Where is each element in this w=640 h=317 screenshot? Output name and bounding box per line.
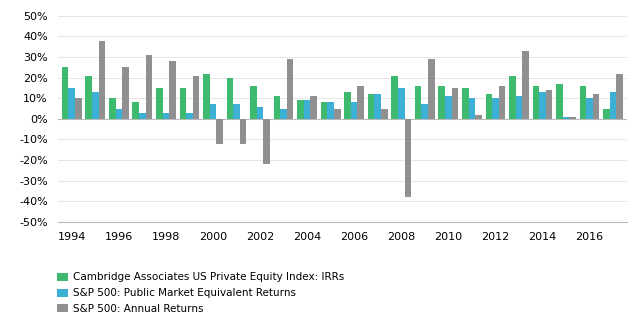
Bar [452, 88, 458, 119]
Bar [563, 117, 570, 119]
Bar [603, 108, 610, 119]
Bar [327, 102, 334, 119]
Bar [297, 100, 304, 119]
Bar [193, 76, 199, 119]
Bar [163, 113, 169, 119]
Bar [280, 108, 287, 119]
Bar [227, 78, 233, 119]
Bar [156, 88, 163, 119]
Bar [486, 94, 492, 119]
Bar [546, 90, 552, 119]
Bar [263, 119, 270, 164]
Bar [351, 102, 358, 119]
Bar [203, 74, 210, 119]
Bar [358, 86, 364, 119]
Bar [62, 68, 68, 119]
Bar [509, 76, 516, 119]
Bar [334, 108, 340, 119]
Bar [398, 88, 404, 119]
Bar [250, 86, 257, 119]
Bar [186, 113, 193, 119]
Bar [539, 92, 546, 119]
Bar [532, 86, 539, 119]
Bar [139, 113, 146, 119]
Bar [381, 108, 388, 119]
Bar [180, 88, 186, 119]
Bar [522, 51, 529, 119]
Bar [85, 76, 92, 119]
Bar [115, 108, 122, 119]
Bar [404, 119, 411, 197]
Bar [438, 86, 445, 119]
Bar [169, 61, 176, 119]
Bar [240, 119, 246, 144]
Bar [216, 119, 223, 144]
Bar [468, 98, 475, 119]
Bar [233, 105, 240, 119]
Bar [304, 100, 310, 119]
Bar [75, 98, 82, 119]
Bar [391, 76, 398, 119]
Bar [556, 84, 563, 119]
Bar [374, 94, 381, 119]
Legend: Cambridge Associates US Private Equity Index: IRRs, S&P 500: Public Market Equiv: Cambridge Associates US Private Equity I… [57, 272, 344, 314]
Bar [593, 94, 600, 119]
Bar [99, 41, 105, 119]
Bar [475, 115, 482, 119]
Bar [428, 59, 435, 119]
Bar [287, 59, 294, 119]
Bar [368, 94, 374, 119]
Bar [68, 88, 75, 119]
Bar [321, 102, 327, 119]
Bar [415, 86, 422, 119]
Bar [492, 98, 499, 119]
Bar [462, 88, 468, 119]
Bar [274, 96, 280, 119]
Bar [516, 96, 522, 119]
Bar [610, 92, 616, 119]
Bar [445, 96, 452, 119]
Bar [210, 105, 216, 119]
Bar [344, 92, 351, 119]
Bar [570, 117, 576, 119]
Bar [132, 102, 139, 119]
Bar [586, 98, 593, 119]
Bar [310, 96, 317, 119]
Bar [257, 107, 263, 119]
Bar [499, 86, 505, 119]
Bar [580, 86, 586, 119]
Bar [422, 105, 428, 119]
Bar [146, 55, 152, 119]
Bar [109, 98, 115, 119]
Bar [616, 74, 623, 119]
Bar [92, 92, 99, 119]
Bar [122, 68, 129, 119]
